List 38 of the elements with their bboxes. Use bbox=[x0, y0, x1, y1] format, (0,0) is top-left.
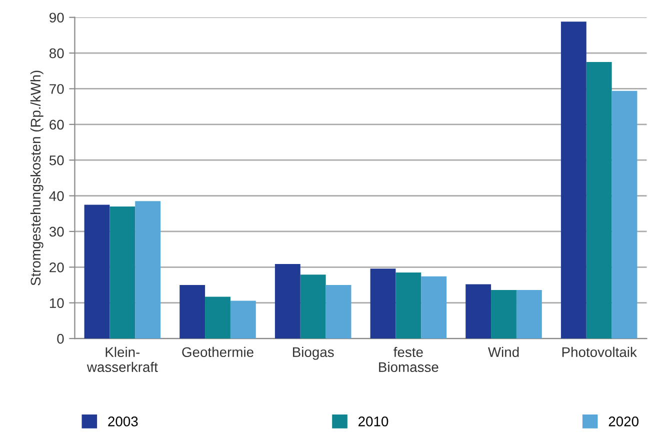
y-tick-label: 60 bbox=[50, 120, 64, 130]
y-tick-label: 0 bbox=[57, 334, 64, 344]
y-tick-label: 30 bbox=[49, 226, 64, 237]
bar bbox=[586, 62, 612, 339]
bar bbox=[491, 290, 516, 339]
bar bbox=[612, 90, 638, 339]
bar bbox=[180, 284, 206, 339]
bar bbox=[135, 201, 161, 339]
bar bbox=[326, 284, 352, 339]
bar bbox=[230, 300, 256, 339]
y-tick-label: 40 bbox=[49, 191, 64, 201]
x-tick-label: Geothermie bbox=[182, 346, 254, 358]
bar bbox=[110, 206, 136, 339]
bar bbox=[300, 274, 326, 339]
bar bbox=[466, 284, 492, 339]
bar bbox=[370, 268, 396, 339]
y-tick-label: 90 bbox=[50, 12, 64, 23]
bar bbox=[396, 272, 422, 339]
x-tick-label: feste Biomasse bbox=[379, 346, 438, 372]
y-tick-label: 80 bbox=[49, 48, 64, 58]
y-tick-label: 20 bbox=[50, 262, 64, 272]
legend-label: 2003 bbox=[108, 416, 138, 426]
bar bbox=[274, 264, 300, 339]
bar bbox=[205, 296, 230, 339]
x-tick-label: Biogas bbox=[292, 346, 334, 360]
y-tick-label: 10 bbox=[50, 298, 64, 308]
legend-label: 2010 bbox=[358, 416, 388, 426]
y-tick-label: 70 bbox=[50, 84, 64, 94]
bar bbox=[516, 290, 542, 339]
x-tick-label: Klein- wasserkraft bbox=[86, 346, 158, 372]
bar bbox=[84, 204, 110, 339]
y-axis-title: Stromgestehungskosten (Rp./kWh) bbox=[30, 70, 44, 286]
bar bbox=[560, 22, 586, 339]
y-tick-label: 50 bbox=[49, 155, 64, 166]
bar bbox=[421, 276, 447, 339]
x-tick-label: Wind bbox=[488, 346, 519, 358]
x-tick-label: Photovoltaik bbox=[562, 346, 637, 358]
legend-label: 2020 bbox=[608, 416, 638, 426]
